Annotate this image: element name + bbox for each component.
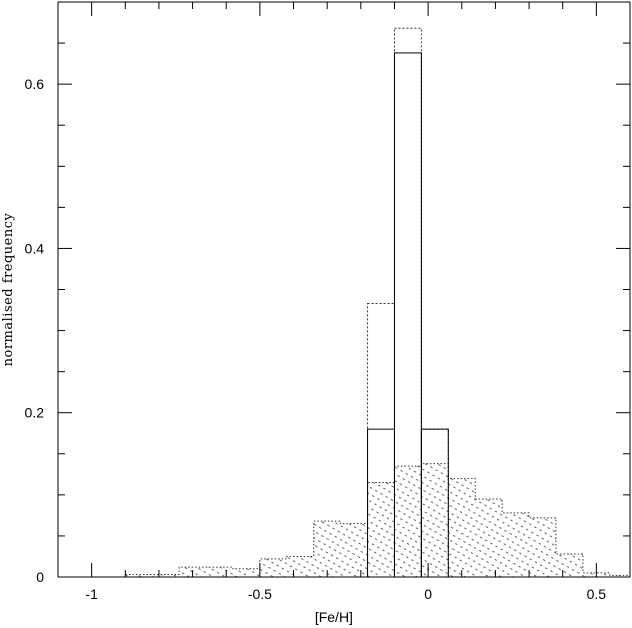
plot-frame — [57, 1, 631, 578]
fill-bar-14 — [529, 517, 556, 577]
y-axis-label: normalised frequency — [1, 212, 16, 366]
x-tick-label: -1 — [85, 586, 98, 602]
x-tick-label: 0.5 — [587, 586, 607, 602]
fill-bar-8 — [367, 482, 395, 577]
fill-bar-13 — [502, 512, 530, 577]
axis-ticks — [57, 1, 631, 578]
x-tick-label: 0 — [424, 586, 432, 602]
x-axis-label: [Fe/H] — [315, 609, 353, 625]
fill-bar-5 — [286, 556, 314, 577]
fill-bar-10 — [421, 463, 449, 577]
dotted-fill-histogram — [58, 463, 631, 578]
x-tick-label: -0.5 — [248, 586, 272, 602]
fill-bar-1 — [125, 574, 180, 577]
y-tick-label: 0.6 — [25, 76, 45, 92]
axes-box — [57, 1, 631, 578]
fill-bar-15 — [555, 554, 583, 577]
y-tick-label: 0 — [36, 569, 44, 585]
tick-labels: -1 -0.5 0 0.5 0 0.2 0.4 0.6 — [25, 76, 607, 602]
fill-bar-3 — [232, 568, 260, 577]
y-tick-label: 0.2 — [25, 405, 45, 421]
fill-bar-11 — [448, 478, 476, 577]
fill-bar-17 — [609, 575, 630, 577]
fill-bar-12 — [475, 498, 503, 577]
fill-bar-2 — [179, 567, 233, 577]
fill-bar-6 — [313, 521, 341, 577]
y-tick-label: 0.4 — [25, 240, 45, 256]
fill-bar-4 — [259, 558, 287, 577]
fill-bar-9 — [394, 466, 422, 577]
fill-bar-7 — [340, 523, 368, 577]
